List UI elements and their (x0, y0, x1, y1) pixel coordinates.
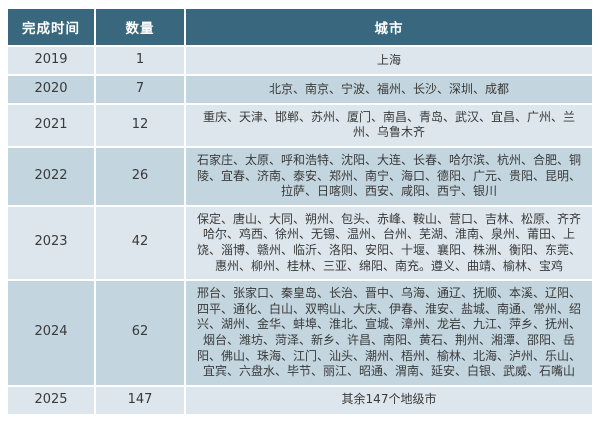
count-cell: 62 (96, 281, 184, 385)
table-row-2020: 2020 7 北京、南京、宁波、福州、长沙、深圳、成都 (8, 75, 592, 103)
year-cell: 2022 (8, 147, 94, 205)
cities-cell: 石家庄、太原、呼和浩特、沈阳、大连、长春、哈尔滨、杭州、合肥、铜陵、宜春、济南、… (186, 147, 592, 205)
cities-cell: 邢台、张家口、秦皇岛、长治、晋中、乌海、通辽、抚顺、本溪、辽阳、四平、通化、白山… (186, 281, 592, 385)
cities-cell: 其余147个地级市 (186, 386, 592, 414)
header-cities: 城市 (186, 9, 592, 45)
year-cell: 2025 (8, 386, 94, 414)
table-row-2023: 2023 42 保定、唐山、大同、朔州、包头、赤峰、鞍山、营口、吉林、松原、齐齐… (8, 206, 592, 280)
cities-cell: 北京、南京、宁波、福州、长沙、深圳、成都 (186, 75, 592, 103)
year-cell: 2021 (8, 104, 94, 146)
year-cell: 2019 (8, 47, 94, 74)
header-completion-time: 完成时间 (8, 9, 94, 45)
year-cell: 2020 (8, 75, 94, 103)
header-row: 完成时间 数量 城市 (8, 9, 592, 45)
cities-cell: 保定、唐山、大同、朔州、包头、赤峰、鞍山、营口、吉林、松原、齐齐哈尔、鸡西、徐州… (186, 206, 592, 280)
count-cell: 42 (96, 206, 184, 280)
count-cell: 12 (96, 104, 184, 146)
table-row-2024: 2024 62 邢台、张家口、秦皇岛、长治、晋中、乌海、通辽、抚顺、本溪、辽阳、… (8, 281, 592, 385)
count-cell: 1 (96, 47, 184, 74)
table-row-2022: 2022 26 石家庄、太原、呼和浩特、沈阳、大连、长春、哈尔滨、杭州、合肥、铜… (8, 147, 592, 205)
count-cell: 7 (96, 75, 184, 103)
count-cell: 26 (96, 147, 184, 205)
table-row-2019: 2019 1 上海 (8, 47, 592, 74)
cities-cell: 上海 (186, 47, 592, 74)
year-cell: 2023 (8, 206, 94, 280)
header-count: 数量 (96, 9, 184, 45)
cities-cell: 重庆、天津、邯郸、苏州、厦门、南昌、青岛、武汉、宜昌、广州、兰州、乌鲁木齐 (186, 104, 592, 146)
table-row-2021: 2021 12 重庆、天津、邯郸、苏州、厦门、南昌、青岛、武汉、宜昌、广州、兰州… (8, 104, 592, 146)
city-completion-table: 完成时间 数量 城市 2019 1 上海 2020 7 北京、南京、宁波、福州、… (6, 7, 594, 416)
count-cell: 147 (96, 386, 184, 414)
table-row-2025: 2025 147 其余147个地级市 (8, 386, 592, 414)
year-cell: 2024 (8, 281, 94, 385)
